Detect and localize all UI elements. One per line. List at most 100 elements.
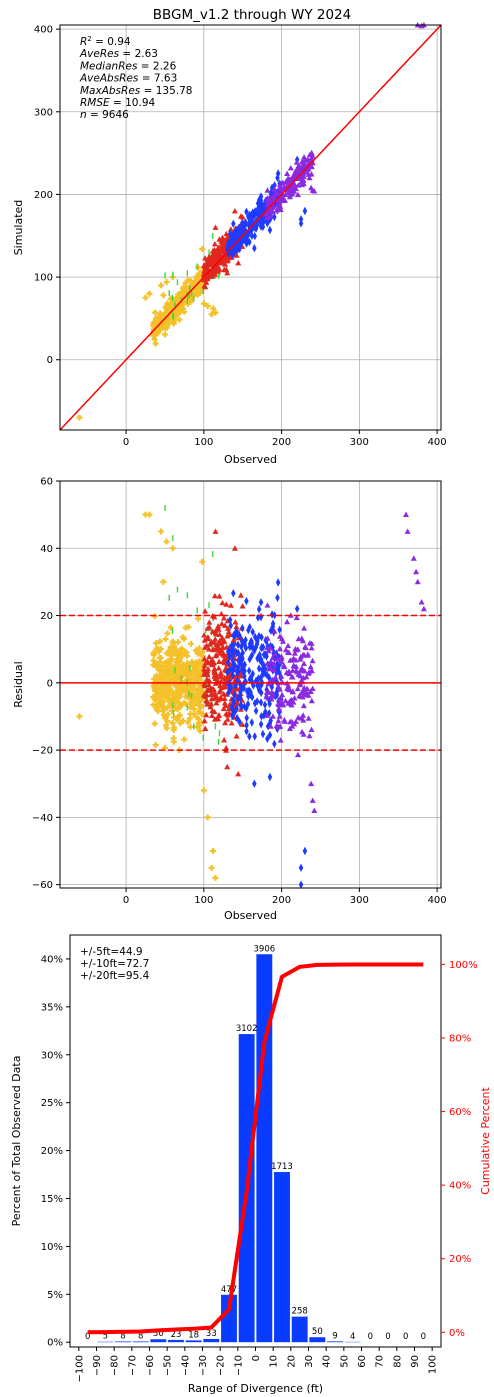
data-point (270, 619, 276, 628)
data-point (249, 651, 255, 660)
data-point (277, 625, 282, 634)
data-point (221, 695, 228, 701)
data-point (215, 665, 222, 671)
panel-residual-vs-observed: 0 100 200 300 400 −60 −40 −20 0 20 40 60 Observed R… (12, 477, 447, 923)
data-point (280, 702, 287, 708)
data-point (142, 294, 149, 301)
data-point (230, 656, 236, 666)
data-point (209, 707, 216, 714)
data-point (261, 202, 267, 211)
data-point (225, 668, 230, 677)
data-point (308, 697, 315, 704)
data-point (245, 231, 251, 240)
data-point (230, 711, 235, 720)
data-point (201, 655, 208, 662)
data-point (215, 623, 222, 629)
data-point (308, 667, 315, 673)
data-point (269, 200, 276, 206)
data-point (215, 266, 222, 272)
data-point (248, 674, 253, 683)
data-point (187, 704, 194, 711)
data-point (188, 690, 190, 697)
data-point (246, 666, 252, 675)
data-point (276, 697, 283, 704)
x-tick-label: 0 (123, 437, 129, 448)
data-point (256, 631, 262, 641)
data-point (213, 700, 220, 706)
data-point (227, 665, 233, 674)
data-point (227, 652, 232, 661)
data-point (253, 706, 259, 716)
data-point (173, 715, 180, 722)
data-point (206, 653, 213, 660)
data-point (278, 658, 285, 664)
data-point (308, 645, 315, 651)
data-point (176, 700, 183, 707)
data-point (280, 662, 287, 668)
data-point (298, 677, 305, 683)
data-point (278, 186, 285, 192)
y-tick-label: 25% (41, 1098, 63, 1109)
data-point (285, 177, 291, 183)
data-point (265, 671, 270, 680)
data-point (172, 310, 179, 317)
data-point (221, 737, 228, 743)
stat-line: AveAbsRes = 7.63 (79, 73, 177, 85)
data-point (195, 687, 202, 694)
data-point (202, 608, 209, 614)
data-point (293, 185, 299, 192)
data-point (231, 208, 238, 214)
data-point (244, 721, 249, 730)
data-point (288, 186, 295, 192)
data-point (209, 252, 216, 258)
data-point (215, 712, 222, 718)
data-point (218, 730, 221, 737)
y-tick-label: −40 (32, 813, 53, 824)
data-point (301, 668, 308, 674)
data-point (252, 732, 257, 741)
plot-frame (69, 934, 442, 1348)
data-point (222, 702, 229, 709)
data-point (204, 275, 211, 282)
data-point (174, 667, 176, 674)
data-point (265, 688, 272, 695)
y2-tick-label: 100% (449, 960, 478, 971)
x-tick-label: 400 (428, 437, 447, 448)
y2-tick-label: 20% (449, 1254, 471, 1265)
data-point (237, 631, 242, 641)
y-tick-label: 400 (34, 25, 53, 36)
data-point (216, 245, 223, 251)
data-point (217, 738, 220, 745)
data-point (170, 319, 177, 326)
y-tick-label: 200 (34, 190, 53, 201)
figure-title: BBGM_v1.2 through WY 2024 (153, 7, 351, 23)
y-tick-label: 60 (40, 477, 53, 488)
data-point (239, 642, 244, 651)
data-point (293, 614, 300, 621)
data-point (301, 625, 308, 631)
x-tick-label: −60 (145, 1355, 156, 1376)
data-point (224, 633, 231, 639)
data-point (210, 646, 217, 653)
data-point (196, 658, 203, 665)
data-point (301, 154, 308, 160)
data-point (200, 787, 207, 794)
data-point (199, 245, 206, 252)
data-point (154, 704, 161, 711)
data-point (256, 605, 262, 614)
data-point (168, 594, 170, 601)
panel-simulated-vs-observed: 0 100 200 300 400 0 100 200 300 400 R2 = 0.94AveR… (12, 22, 447, 466)
data-point (212, 309, 219, 316)
data-point (208, 602, 210, 609)
data-point (230, 665, 236, 674)
x-tick-label: 40 (322, 1355, 333, 1368)
data-point (201, 717, 208, 724)
data-point (220, 705, 227, 712)
data-point (205, 259, 207, 266)
data-point (289, 688, 296, 694)
data-point (288, 702, 295, 708)
data-point (242, 639, 247, 649)
data-point (212, 652, 219, 659)
data-point (264, 187, 271, 193)
